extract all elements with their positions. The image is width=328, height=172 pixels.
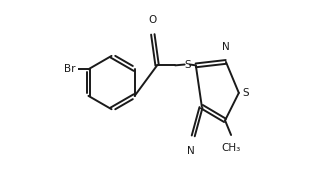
Text: O: O — [149, 15, 157, 25]
Text: CH₃: CH₃ — [221, 143, 241, 153]
Text: Br: Br — [64, 64, 75, 74]
Text: N: N — [222, 42, 230, 52]
Text: S: S — [184, 60, 191, 69]
Text: N: N — [187, 146, 195, 156]
Text: S: S — [242, 88, 249, 98]
